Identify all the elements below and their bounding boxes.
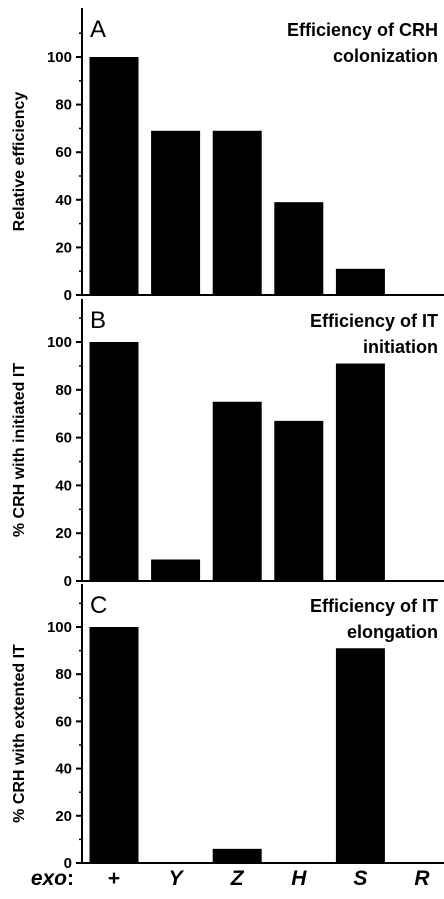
y-tick-label: 40	[55, 761, 72, 778]
y-axis-label: Relative efficiency	[11, 92, 28, 232]
bar-a-1	[151, 130, 201, 295]
y-tick-label: 20	[55, 808, 72, 825]
x-category-label: Y	[169, 867, 185, 890]
bar-b-0	[89, 342, 139, 581]
y-tick-label: 100	[47, 334, 72, 351]
panel-title-line: Efficiency of IT	[310, 596, 438, 616]
panel-a: 0 20 40 60 80 100 A Efficiency of CRH colonizati…	[11, 8, 444, 304]
x-axis-title-text: exo	[31, 867, 67, 890]
y-tick-label: 0	[64, 287, 72, 304]
panel-letter: C	[90, 592, 107, 619]
panel-title-line: elongation	[347, 622, 438, 642]
x-category-label: +	[108, 867, 120, 890]
x-category-label: Z	[230, 867, 245, 890]
y-tick-label: 80	[55, 97, 72, 114]
y-tick-label: 60	[55, 144, 72, 161]
x-category-label: R	[414, 867, 430, 890]
y-tick-label: 60	[55, 713, 72, 730]
x-axis-title: exo:	[31, 867, 74, 890]
y-tick-label: 80	[55, 666, 72, 683]
y-tick-label: 0	[64, 573, 72, 590]
y-tick-label: 40	[55, 192, 72, 209]
y-tick-label: 40	[55, 477, 72, 494]
panel-title-line: Efficiency of IT	[310, 311, 438, 331]
y-tick-label: 20	[55, 525, 72, 542]
bar-c-2	[212, 848, 262, 863]
panel-title-line: colonization	[333, 46, 438, 66]
bar-b-2	[212, 401, 262, 581]
y-tick-label: 20	[55, 239, 72, 256]
x-axis-title-separator: :	[67, 867, 74, 890]
x-category-label: S	[353, 867, 367, 890]
panel-c: 0 20 40 60 80 100 C Efficiency of IT elongation%…	[11, 584, 444, 872]
panel-letter: B	[90, 307, 106, 334]
panel-title-line: initiation	[363, 337, 438, 357]
bar-c-0	[89, 627, 139, 863]
bar-a-3	[274, 202, 324, 295]
bar-b-3	[274, 420, 324, 581]
panel-b: 0 20 40 60 80 100 B Efficiency of IT initiation%…	[11, 299, 444, 590]
y-tick-label: 80	[55, 382, 72, 399]
bar-c-4	[335, 648, 385, 863]
bar-a-4	[335, 268, 385, 295]
y-tick-label: 100	[47, 49, 72, 66]
panels: 0 20 40 60 80 100 A Efficiency of CRH colonizati…	[11, 8, 444, 872]
y-tick-label: 0	[64, 855, 72, 872]
bar-b-4	[335, 363, 385, 581]
y-tick-label: 100	[47, 619, 72, 636]
x-category-label: H	[291, 867, 307, 890]
y-axis-label: % CRH with extented IT	[11, 644, 28, 823]
panel-title-line: Efficiency of CRH	[287, 20, 438, 40]
y-axis-label: % CRH with initiated IT	[11, 363, 28, 537]
bar-a-0	[89, 57, 139, 295]
bar-b-1	[151, 559, 201, 581]
y-tick-label: 60	[55, 430, 72, 447]
x-axis-labels: exo: + Y Z H S R	[31, 867, 431, 890]
panel-letter: A	[90, 16, 106, 43]
bar-a-2	[212, 130, 262, 295]
